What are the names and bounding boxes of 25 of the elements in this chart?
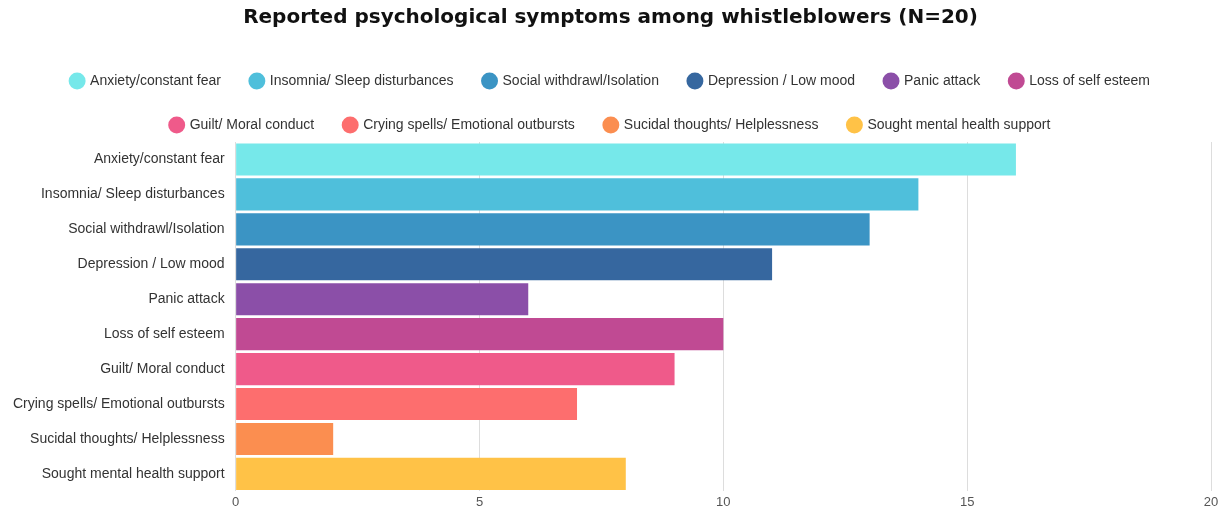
legend-label: Sucidal thoughts/ Helplessness bbox=[623, 115, 819, 132]
y-tick-label: Crying spells/ Emotional outbursts bbox=[12, 394, 225, 411]
legend-label: Panic attack bbox=[904, 71, 982, 88]
x-tick-label: 5 bbox=[475, 493, 484, 509]
y-tick-label: Sucidal thoughts/ Helplessness bbox=[30, 429, 225, 446]
y-tick-label: Sought mental health support bbox=[41, 464, 225, 481]
legend-label: Loss of self esteem bbox=[1029, 71, 1150, 88]
y-tick-label: Anxiety/constant fear bbox=[93, 150, 225, 167]
x-tick-label: 0 bbox=[232, 493, 240, 509]
chart-title: Reported psychological symptoms among whistleblowers (N=20) bbox=[243, 4, 978, 29]
legend-label: Social withdrawl/Isolation bbox=[502, 71, 659, 88]
legend-label: Crying spells/ Emotional outbursts bbox=[363, 115, 575, 132]
x-tick-label: 20 bbox=[1203, 493, 1219, 509]
y-tick-label: Guilt/ Moral conduct bbox=[100, 359, 225, 376]
x-tick-label: 10 bbox=[716, 493, 731, 509]
legend-label: Guilt/ Moral conduct bbox=[189, 115, 315, 132]
y-tick-label: Depression / Low mood bbox=[77, 255, 225, 272]
legend-label: Insomnia/ Sleep disturbances bbox=[269, 71, 454, 88]
y-tick-label: Loss of self esteem bbox=[104, 325, 225, 342]
y-tick-label: Social withdrawl/Isolation bbox=[68, 220, 225, 237]
legend-label: Depression / Low mood bbox=[707, 71, 856, 88]
legend-label: Sought mental health support bbox=[867, 115, 1051, 132]
y-tick-label: Insomnia/ Sleep disturbances bbox=[40, 185, 225, 202]
x-tick-label: 15 bbox=[959, 493, 975, 509]
y-tick-label: Panic attack bbox=[148, 290, 226, 307]
